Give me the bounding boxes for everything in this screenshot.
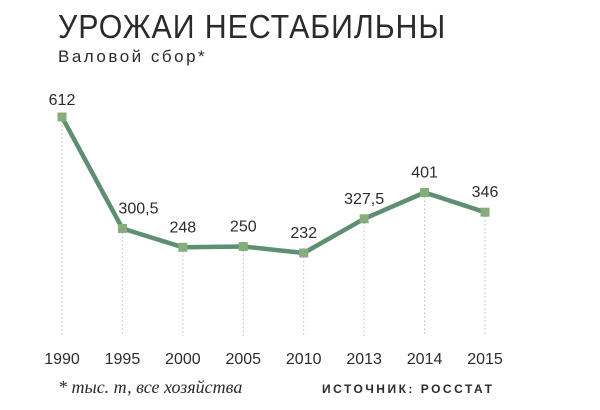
data-point-2014	[420, 188, 430, 198]
data-label-2005: 250	[230, 219, 257, 236]
x-tick-label-2013: 2013	[346, 351, 382, 368]
data-point-2005	[238, 242, 248, 252]
data-point-1990	[57, 112, 67, 122]
series-line	[59, 114, 488, 256]
data-label-1990: 612	[49, 92, 76, 109]
data-point-2010	[299, 248, 309, 258]
data-point-2000	[178, 242, 188, 252]
chart-subtitle: Валовой сбор*	[58, 47, 208, 66]
data-point-1995	[117, 223, 127, 233]
x-axis-tick-labels: 1990 1995 2000 2005 2010 2013 2014 2015	[44, 351, 503, 368]
data-point-2015	[480, 207, 490, 217]
data-label-2000: 248	[170, 219, 197, 236]
footnote: * тыс. т, все хозяйства	[58, 377, 243, 397]
data-label-2014: 401	[411, 165, 438, 182]
x-tick-label-2010: 2010	[286, 351, 322, 368]
source-note: ИСТОЧНИК: РОССТАТ	[322, 382, 495, 396]
x-tick-label-2015: 2015	[467, 351, 503, 368]
x-tick-label-2000: 2000	[165, 351, 201, 368]
x-tick-label-2014: 2014	[407, 351, 443, 368]
data-markers	[57, 112, 490, 258]
data-label-2010: 232	[290, 225, 317, 242]
data-labels: 612 300,5 248 250 232 327,5 401 346	[49, 92, 499, 242]
data-label-1995: 300,5	[118, 200, 158, 217]
x-tick-label-2005: 2005	[225, 351, 261, 368]
series-line-group	[59, 114, 488, 256]
data-point-2013	[359, 214, 369, 224]
chart-title: УРОЖАИ НЕСТАБИЛЬНЫ	[58, 8, 447, 45]
x-tick-label-1990: 1990	[44, 351, 80, 368]
grid-lines	[61, 117, 486, 336]
data-label-2013: 327,5	[344, 191, 384, 208]
data-label-2015: 346	[472, 184, 499, 201]
x-tick-label-1995: 1995	[105, 351, 141, 368]
